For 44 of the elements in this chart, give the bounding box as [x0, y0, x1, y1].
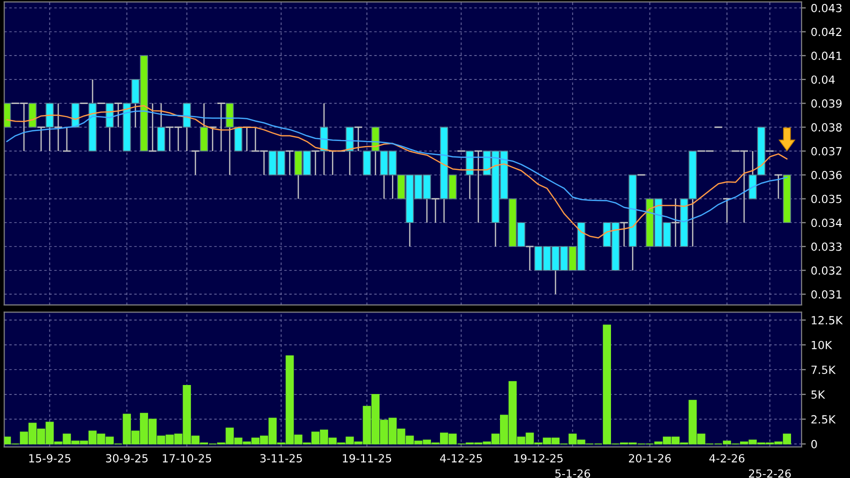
candlestick [774, 174, 783, 200]
candlestick [28, 102, 37, 128]
candlestick [354, 126, 363, 152]
y-tick-label: 7.5K [811, 366, 836, 374]
y-tick-label: 5K [811, 390, 826, 399]
x-tick-label: 19-11-25 [342, 454, 392, 462]
x-tick-label: 25-2-26 [748, 469, 791, 478]
y-tick-label: 0.039 [811, 99, 842, 108]
candlestick [620, 222, 629, 248]
y-tick-label: 0.041 [811, 52, 842, 60]
candlestick [71, 102, 80, 128]
x-tick-label: 15-9-25 [29, 454, 70, 462]
y-tick-label: 0 [811, 440, 817, 448]
line-series [6, 110, 788, 222]
candlestick [36, 126, 46, 152]
y-tick-label: 0.043 [811, 4, 842, 12]
candlestick [722, 198, 732, 224]
y-tick-label: 0.033 [811, 242, 842, 251]
y-tick-label: 0.037 [811, 147, 842, 156]
x-tick-label: 30-9-25 [106, 454, 148, 462]
y-tick-label: 0.034 [811, 218, 842, 228]
candlestick [430, 198, 440, 224]
y-tick-label: 12.5K [812, 316, 843, 324]
x-tick-label: 20-1-26 [628, 454, 671, 462]
y-tick-label: 10K [812, 340, 832, 350]
y-tick-label: 0.032 [811, 266, 842, 275]
y-tick-label: 0.038 [811, 123, 842, 132]
candlestick [216, 102, 226, 152]
y-tick-label: 2.5K [811, 415, 836, 424]
y-tick-label: 0.031 [811, 290, 842, 299]
x-tick-label: 5-1-26 [555, 469, 590, 478]
candlestick [670, 198, 680, 248]
x-tick-label: 17-10-25 [162, 454, 212, 462]
x-tick-label: 3-11-25 [260, 454, 302, 462]
candlestick [54, 102, 63, 152]
x-tick-label: 4-12-25 [440, 454, 482, 462]
y-tick-label: 0.04 [811, 75, 835, 84]
y-tick-label: 0.042 [811, 28, 842, 36]
line-series [6, 105, 788, 239]
candlestick [114, 102, 123, 128]
x-tick-label: 4-2-26 [709, 454, 744, 462]
y-tick-label: 0.036 [811, 170, 842, 180]
y-tick-label: 0.035 [811, 194, 842, 204]
x-tick-label: 19-12-25 [514, 454, 563, 462]
